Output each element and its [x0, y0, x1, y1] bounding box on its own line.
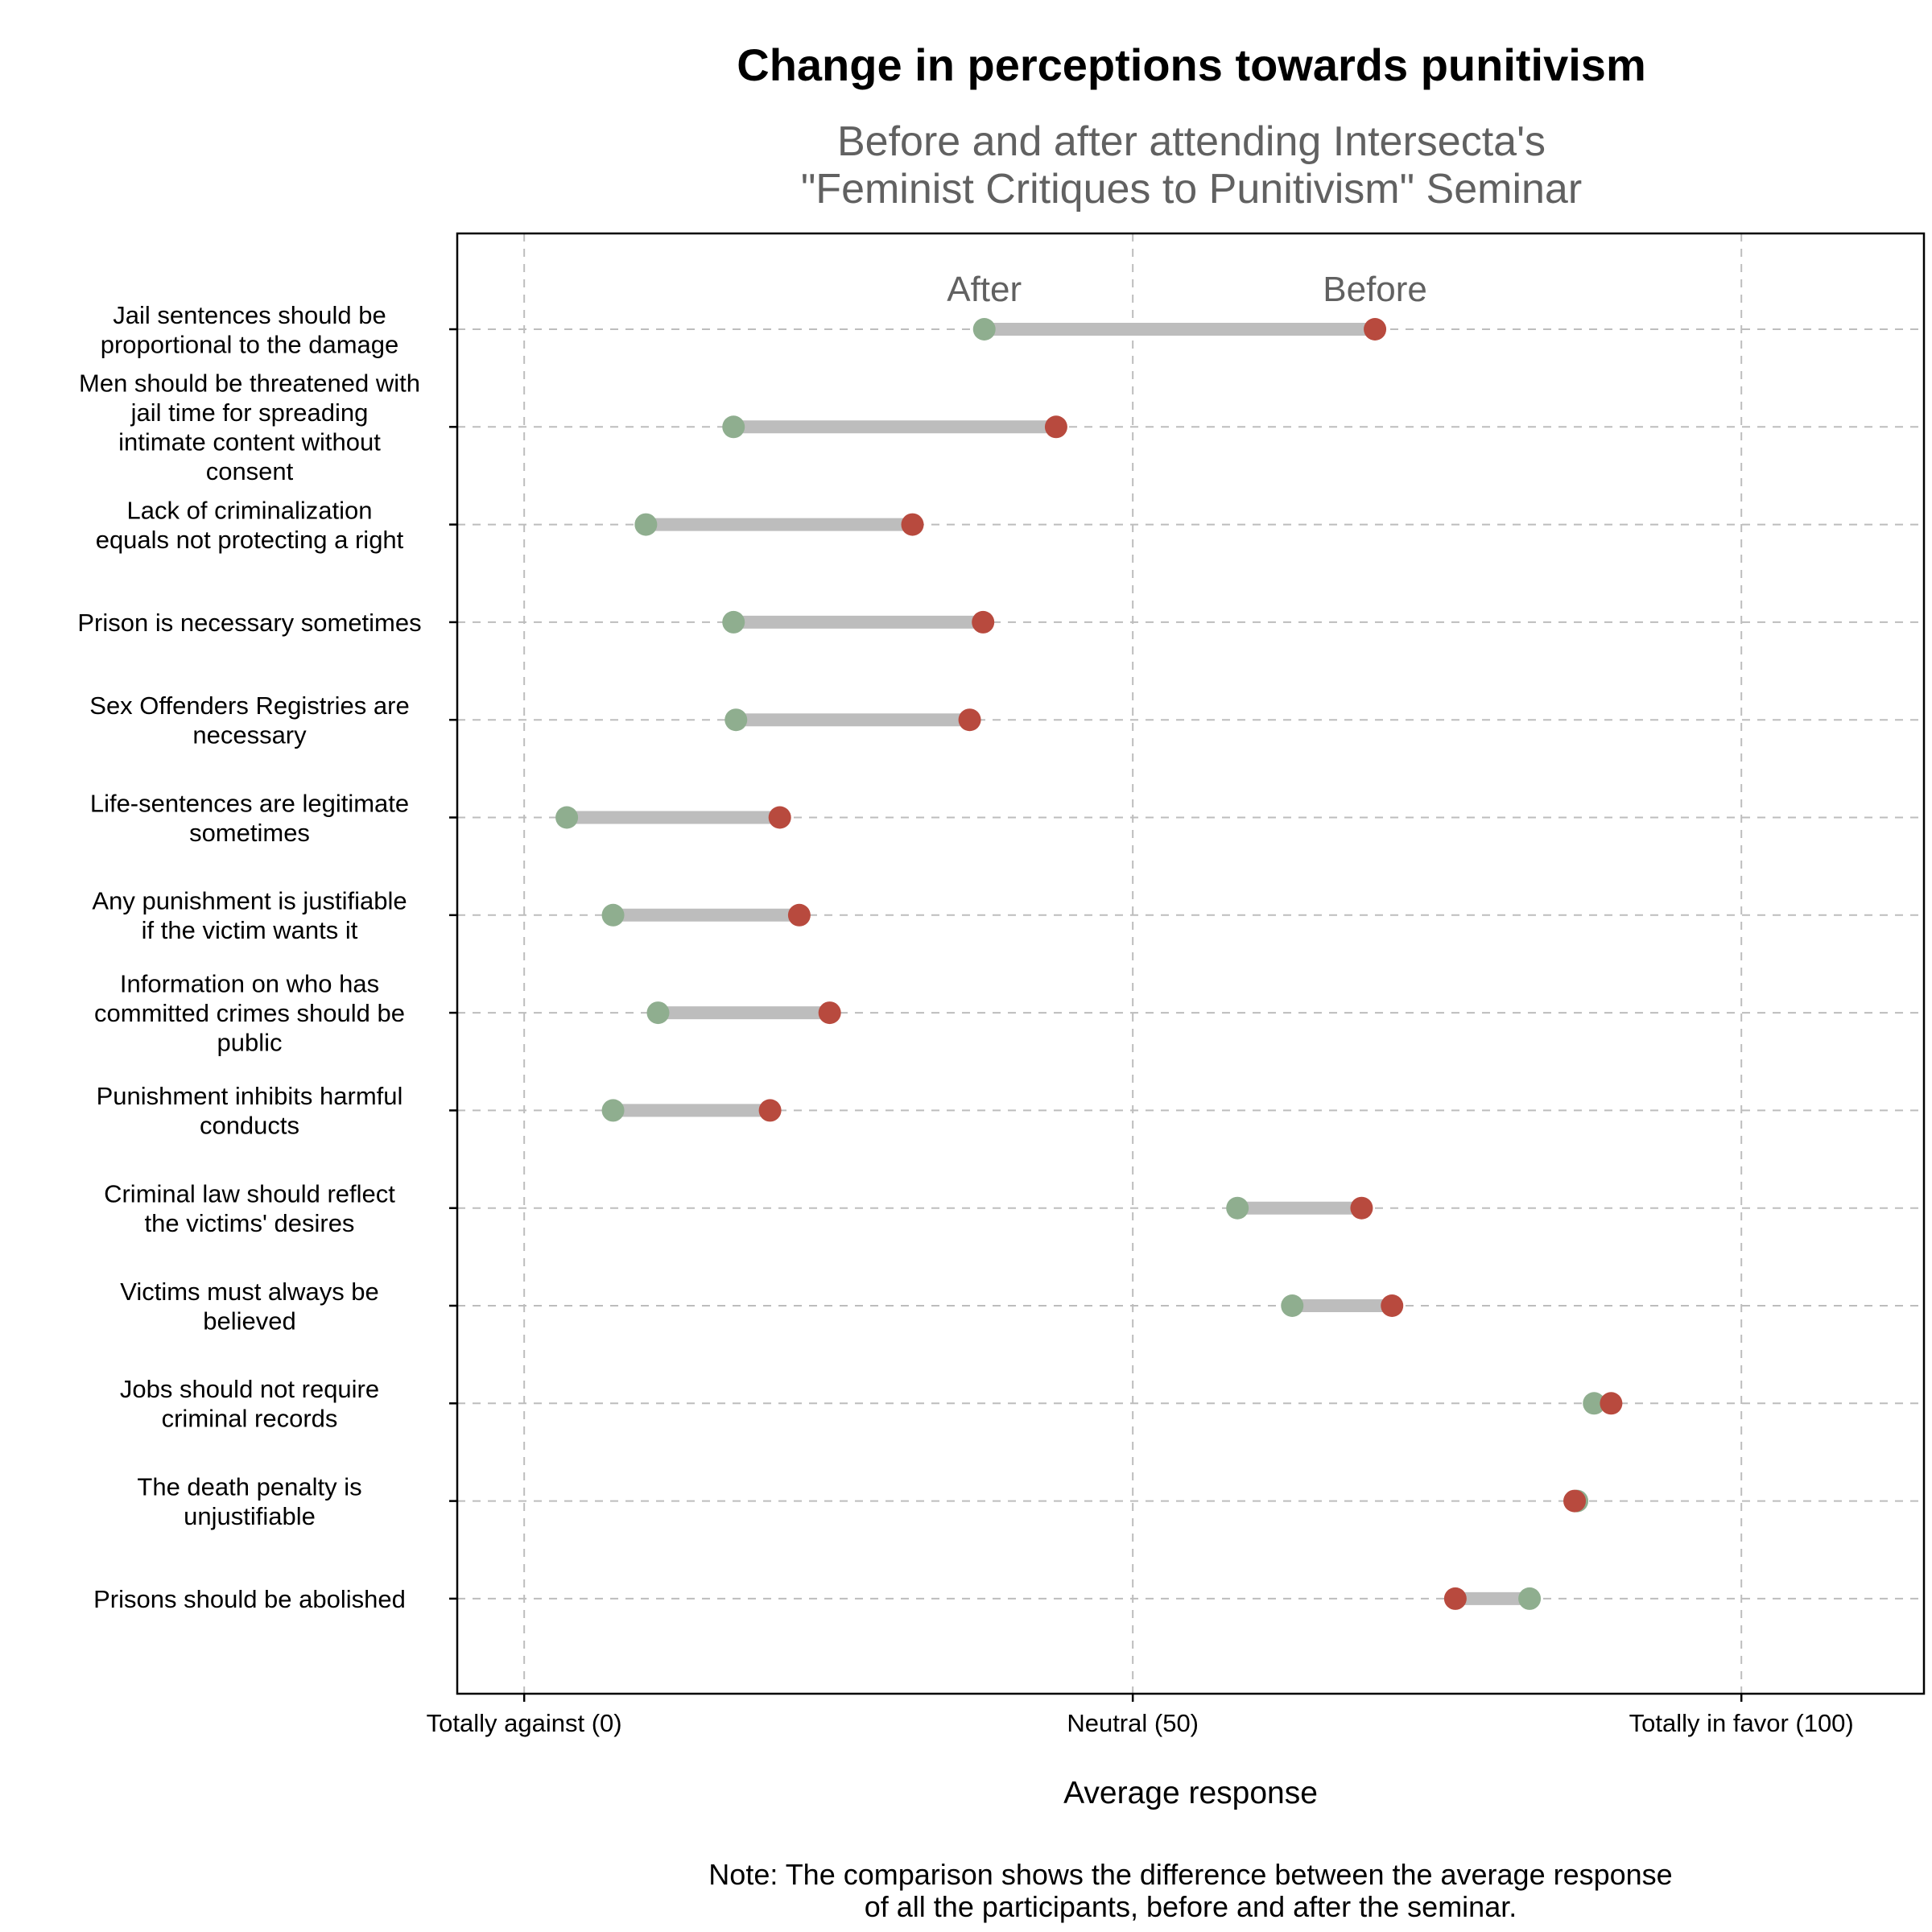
chart-note-line-1: Note: The comparison shows the differenc…	[708, 1858, 1672, 1891]
before-point	[1600, 1392, 1623, 1415]
before-point	[818, 1001, 841, 1025]
gridlines	[457, 233, 1924, 1694]
category-label-line: Any punishment is justifiable	[92, 887, 407, 915]
x-axis-ticks: Totally against (0) Neutral (50) Totally i…	[427, 1694, 1854, 1737]
before-point	[958, 708, 981, 732]
chart-subtitle-line-2: "Feminist Critiques to Punitivism" Semin…	[801, 166, 1582, 213]
category-label-line: if the victim wants it	[142, 916, 358, 944]
after-point	[972, 318, 996, 341]
before-point	[1350, 1196, 1373, 1220]
x-tick-label: Totally against (0)	[427, 1709, 622, 1737]
before-point	[1381, 1294, 1404, 1317]
annotation-before: Before	[1323, 270, 1427, 309]
change-segments	[567, 323, 1612, 1605]
after-point	[601, 903, 625, 927]
category-label-line: Men should be threatened with	[79, 369, 420, 398]
after-point	[1226, 1196, 1249, 1220]
x-tick-label: Neutral (50)	[1067, 1709, 1199, 1737]
category-label-line: consent	[206, 457, 294, 485]
category-label-line: proportional to the damage	[101, 330, 399, 358]
category-label-line: Victims must always be	[120, 1278, 379, 1306]
after-point	[601, 1099, 625, 1122]
category-label-line: conducts	[200, 1112, 299, 1140]
category-label-line: the victims' desires	[145, 1209, 355, 1237]
before-point	[758, 1099, 782, 1122]
category-label-line: necessary	[192, 720, 307, 749]
category-label-line: unjustifiable	[184, 1502, 316, 1530]
category-label-line: committed crimes should be	[94, 999, 405, 1027]
before-point	[1044, 415, 1067, 439]
after-point	[1518, 1587, 1542, 1610]
chart-title: Change in perceptions towards punitivism	[737, 39, 1646, 90]
after-point	[555, 806, 579, 829]
category-label-line: The death penalty is	[137, 1472, 361, 1501]
before-point	[1364, 318, 1387, 341]
annotation-after: After	[947, 270, 1022, 309]
category-label-line: Information on who has	[120, 970, 379, 998]
category-label-line: Prisons should be abolished	[93, 1585, 406, 1613]
category-label-line: sometimes	[189, 819, 310, 847]
before-point	[768, 806, 791, 829]
after-point	[724, 708, 748, 732]
x-tick-label: Totally in favor (100)	[1629, 1709, 1854, 1737]
after-point	[1281, 1294, 1304, 1317]
category-label-line: Life-sentences are legitimate	[90, 789, 409, 817]
category-label-line: jail time for spreading	[130, 398, 369, 427]
x-axis-title: Average response	[1063, 1776, 1318, 1810]
category-label-line: public	[217, 1029, 283, 1057]
response-points	[555, 318, 1623, 1610]
after-point	[634, 513, 658, 536]
before-point	[1443, 1587, 1467, 1610]
before-point	[1563, 1489, 1587, 1513]
category-label-line: believed	[203, 1307, 295, 1335]
category-label-line: Punishment inhibits harmful	[97, 1082, 403, 1110]
category-label-line: Jobs should not require	[120, 1375, 379, 1403]
before-point	[787, 903, 811, 927]
plot-frame	[456, 232, 1926, 1695]
category-label-line: Jail sentences should be	[113, 301, 386, 329]
category-label-line: equals not protecting a right	[96, 526, 404, 554]
after-point	[722, 610, 745, 634]
category-label-line: Prison is necessary sometimes	[77, 609, 421, 637]
category-label-line: Lack of criminalization	[127, 496, 373, 524]
chart-subtitle-line-1: Before and after attending Intersecta's	[837, 118, 1546, 165]
category-label-line: intimate content without	[118, 428, 381, 456]
before-point	[901, 513, 924, 536]
before-point	[972, 610, 995, 634]
after-point	[722, 415, 745, 439]
after-point	[646, 1001, 670, 1025]
category-label-line: Sex Offenders Registries are	[89, 691, 409, 720]
category-label-line: Criminal law should reflect	[104, 1179, 395, 1208]
category-label-line: criminal records	[162, 1405, 338, 1433]
chart-note-line-2: of all the participants, before and afte…	[865, 1890, 1517, 1923]
after-point	[1583, 1392, 1606, 1415]
